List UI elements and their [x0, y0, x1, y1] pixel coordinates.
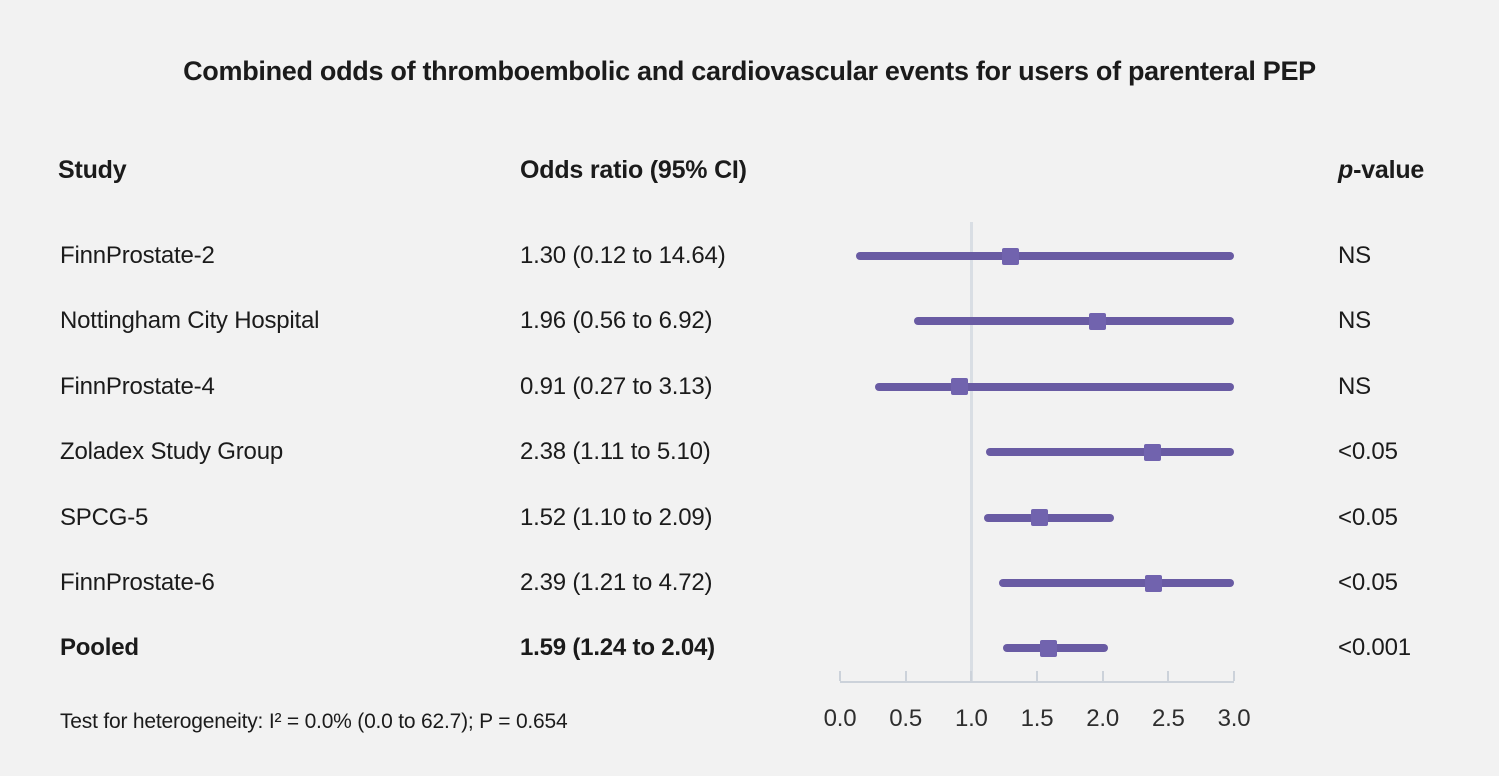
confidence-interval-line: [913, 317, 1234, 326]
x-axis-tick: [839, 671, 841, 681]
odds-ratio-value: 1.52 (1.10 to 2.09): [520, 503, 713, 531]
p-value-header-rest: -value: [1353, 156, 1425, 184]
x-axis-tick: [1167, 671, 1170, 681]
study-label: Nottingham City Hospital: [60, 307, 320, 335]
confidence-interval-line: [998, 579, 1234, 587]
p-value: <0.05: [1338, 438, 1398, 466]
x-axis-line: [840, 681, 1234, 683]
confidence-interval-line: [875, 382, 1234, 391]
point-estimate-marker: [1002, 247, 1020, 265]
p-value: <0.05: [1338, 503, 1398, 531]
confidence-interval-line: [984, 513, 1115, 522]
p-value: NS: [1338, 242, 1371, 269]
x-axis-tick: [1036, 671, 1038, 681]
confidence-interval-line: [985, 448, 1234, 457]
p-value-header-italic: p: [1338, 156, 1354, 184]
p-value: <0.05: [1338, 569, 1398, 596]
x-axis-tick: [1233, 671, 1235, 681]
x-axis-tick-label: 1.5: [1020, 705, 1054, 732]
p-value: <0.001: [1338, 634, 1411, 662]
odds-ratio-value: 2.38 (1.11 to 5.10): [520, 438, 711, 466]
study-label: Pooled: [60, 634, 139, 662]
study-label: FinnProstate-4: [60, 372, 215, 400]
odds-ratio-value: 0.91 (0.27 to 3.13): [520, 372, 713, 400]
odds-ratio-value: 1.96 (0.56 to 6.92): [520, 307, 713, 335]
confidence-interval-line: [855, 252, 1234, 260]
point-estimate-marker: [1031, 509, 1049, 527]
reference-line: [969, 222, 973, 683]
p-value: NS: [1338, 307, 1371, 335]
study-label: SPCG-5: [60, 503, 149, 531]
x-axis-tick-label: 1.0: [954, 705, 988, 732]
study-label: FinnProstate-6: [60, 569, 215, 596]
point-estimate-marker: [1144, 443, 1162, 461]
chart-title: Combined odds of thromboembolic and card…: [183, 56, 1316, 86]
point-estimate-marker: [1145, 574, 1163, 592]
column-header-study: Study: [58, 156, 127, 184]
odds-ratio-value: 2.39 (1.21 to 4.72): [520, 569, 713, 596]
study-label: FinnProstate-2: [60, 242, 215, 269]
point-estimate-marker: [1088, 312, 1106, 330]
x-axis-tick: [1101, 671, 1104, 681]
point-estimate-marker: [951, 378, 968, 396]
x-axis-tick-label: 0.0: [823, 705, 857, 732]
x-axis-tick: [904, 671, 907, 681]
x-axis-tick-label: 2.0: [1086, 705, 1120, 732]
column-header-odds-ratio: Odds ratio (95% CI): [520, 156, 747, 184]
study-label: Zoladex Study Group: [60, 438, 283, 466]
p-value: NS: [1338, 372, 1371, 400]
odds-ratio-value: 1.30 (0.12 to 14.64): [520, 242, 726, 269]
x-axis-tick-label: 3.0: [1217, 705, 1251, 732]
point-estimate-marker: [1040, 639, 1058, 657]
x-axis-tick-label: 2.5: [1151, 705, 1185, 732]
heterogeneity-footnote: Test for heterogeneity: I² = 0.0% (0.0 t…: [60, 710, 568, 733]
column-header-p-value: p-value: [1338, 153, 1424, 187]
x-axis-tick: [970, 671, 973, 681]
odds-ratio-value: 1.59 (1.24 to 2.04): [520, 634, 715, 662]
x-axis-tick-label: 0.5: [889, 705, 923, 732]
